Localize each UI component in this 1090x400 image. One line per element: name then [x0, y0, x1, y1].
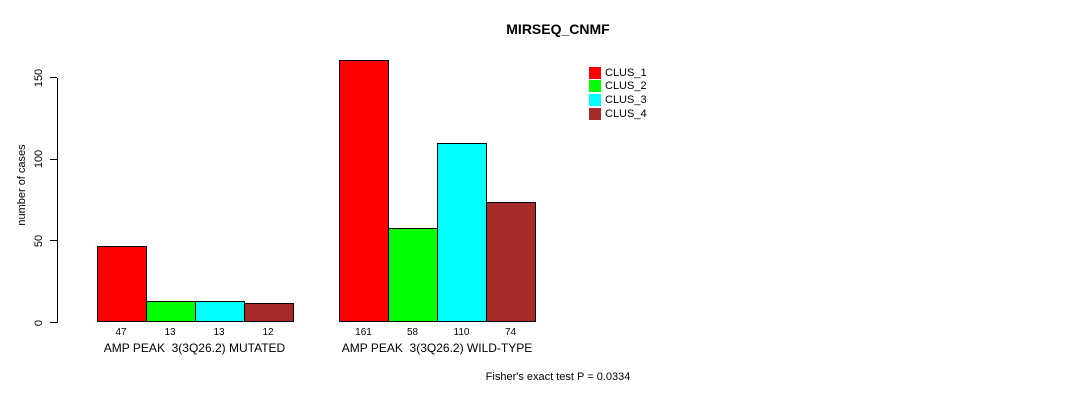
bar-clus_1-group1	[96, 245, 147, 323]
y-tick-label: 150	[33, 68, 45, 88]
y-tick-mark	[50, 158, 57, 160]
bar-value-label: 13	[213, 327, 225, 338]
group-label: AMP PEAK 3(3Q26.2) WILD-TYPE	[341, 341, 533, 355]
bar-clus_2-group2	[388, 227, 438, 323]
legend-label: CLUS_4	[605, 107, 647, 120]
y-tick-label: 50	[33, 234, 45, 248]
bar-value-label: 161	[355, 327, 372, 338]
legend-color-swatch-clus_2	[589, 80, 601, 93]
bar-clus_1-group2	[339, 59, 389, 323]
y-tick-label: 0	[33, 319, 45, 326]
legend-color-swatch-clus_3	[589, 94, 601, 107]
bar-value-label: 110	[453, 327, 470, 338]
legend-label: CLUS_2	[605, 80, 647, 93]
legend-color-swatch-clus_1	[589, 66, 601, 79]
y-tick-mark	[50, 322, 57, 323]
chart-title: MIRSEQ_CNMF	[506, 21, 610, 37]
y-axis-line	[57, 77, 58, 324]
y-tick-mark	[50, 77, 57, 79]
bar-clus_3-group1	[194, 301, 245, 323]
legend: CLUS_1 CLUS_2 CLUS_3 CLUS_4	[589, 66, 647, 121]
group-label: AMP PEAK 3(3Q26.2) MUTATED	[103, 341, 286, 355]
bar-value-label: 74	[504, 327, 517, 338]
bar-clus_2-group1	[145, 301, 196, 323]
legend-label: CLUS_1	[605, 66, 647, 79]
bar-clus_4-group2	[486, 201, 536, 323]
bar-clus_4-group1	[243, 302, 294, 323]
legend-color-swatch-clus_4	[589, 107, 601, 120]
fisher-test-annotation: Fisher's exact test P = 0.0334	[485, 371, 631, 383]
legend-item: CLUS_2	[589, 80, 647, 94]
legend-item: CLUS_4	[589, 107, 647, 121]
legend-item: CLUS_3	[589, 93, 647, 107]
bar-value-label: 58	[406, 327, 419, 338]
bar-value-label: 47	[115, 327, 127, 338]
legend-label: CLUS_3	[605, 94, 647, 107]
y-tick-label: 100	[33, 150, 45, 169]
y-tick-mark	[50, 240, 57, 242]
legend-item: CLUS_1	[589, 66, 647, 80]
bar-value-label: 12	[262, 327, 274, 338]
bar-clus_3-group2	[437, 143, 487, 323]
bar-value-label: 13	[164, 327, 176, 338]
y-axis-title: number of cases	[16, 144, 28, 226]
